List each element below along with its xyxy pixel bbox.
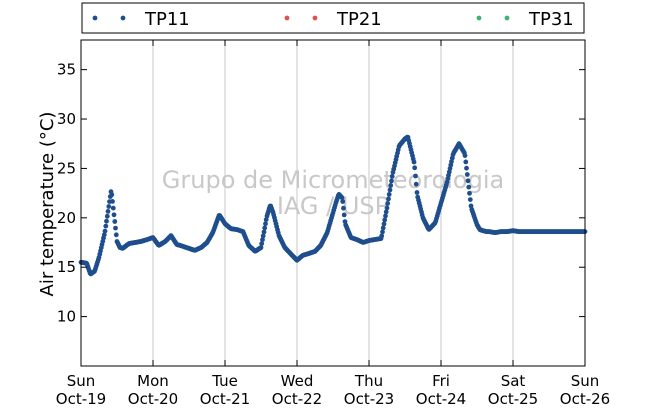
data-point [414,190,420,195]
legend-label: TP21 [336,9,382,30]
data-point [340,199,346,204]
x-tick-date: Oct-23 [344,390,394,408]
data-point [385,201,391,206]
data-point [466,184,472,190]
data-point [464,172,470,177]
y-tick-label: 10 [57,308,76,326]
data-point [465,178,471,184]
data-point [113,232,119,238]
data-point [260,237,265,243]
data-point [383,213,388,219]
legend-marker [284,15,290,21]
data-point [339,195,345,201]
x-tick-day: Wed [281,372,314,390]
watermark-line-1: Grupo de Micrometeorologia [162,166,504,194]
y-tick-label: 30 [57,110,76,128]
legend-marker [504,15,510,21]
plot-frame [80,39,586,367]
data-point [104,213,110,219]
data-point [462,153,468,159]
data-point [261,229,267,235]
data-point [105,209,111,214]
data-point [110,205,116,211]
series-points [78,134,588,277]
data-point [388,183,394,188]
data-point [413,181,419,187]
data-point [463,159,469,165]
data-point [412,165,418,171]
x-tick-date: Oct-22 [272,390,322,408]
x-tick-day: Thu [354,372,383,390]
data-point [341,205,346,211]
x-tick-date: Oct-26 [560,390,610,408]
legend-label: TP31 [528,9,574,30]
data-point [113,225,118,231]
plot-area [81,40,585,366]
data-point [467,190,472,196]
data-point [382,217,388,223]
data-point [110,199,115,204]
x-tick-day: Fri [432,372,450,390]
data-point [413,173,418,179]
data-point [380,225,386,231]
legend-label: TP11 [144,9,190,30]
data-point [111,212,117,218]
legend-marker [120,15,126,21]
data-point [260,233,266,239]
data-point [387,187,393,193]
data-point [380,229,385,235]
x-axis: SunOct-19MonOct-20TueOct-21WedOct-22ThuO… [56,40,610,408]
legend-box [81,2,585,34]
data-point [263,217,269,223]
x-tick-day: Sun [571,372,600,390]
data-point [389,178,394,184]
data-point [341,212,347,218]
data-point [259,241,265,247]
x-tick-date: Oct-19 [56,390,106,408]
y-tick-label: 25 [57,159,76,177]
x-tick-day: Mon [137,372,169,390]
data-point [386,196,391,202]
x-tick-date: Oct-21 [200,390,250,408]
x-tick-date: Oct-25 [488,390,538,408]
data-point [389,174,395,179]
data-point [102,228,108,234]
data-point [101,232,107,238]
legend-marker [312,15,318,21]
data-point [103,223,109,229]
y-axis-label: Air temperature (°C) [37,112,58,297]
data-point [379,233,385,239]
data-point [112,219,118,224]
y-axis: 10 15 20 25 30 35 [57,61,585,326]
data-point [467,197,473,203]
data-point [386,192,392,197]
data-point [262,225,268,231]
data-point [384,205,390,211]
data-point [263,221,268,227]
data-point [258,245,264,250]
legend-marker [92,15,98,21]
x-tick-day: Tue [211,372,238,390]
data-point [109,192,115,198]
x-tick-day: Sat [501,372,526,390]
x-tick-date: Oct-20 [128,390,178,408]
data-point [464,165,469,171]
x-tick-day: Sun [67,372,96,390]
data-point [381,221,387,227]
data-point [104,218,109,224]
y-tick-label: 15 [57,258,76,276]
y-tick-label: 35 [57,61,76,79]
data-point [106,204,112,209]
legend-marker [476,15,482,21]
y-tick-label: 20 [57,209,76,227]
x-tick-date: Oct-24 [416,390,466,408]
legend: TP11 TP21 TP31 [92,9,574,30]
data-point [383,209,389,215]
data-point [411,159,417,165]
